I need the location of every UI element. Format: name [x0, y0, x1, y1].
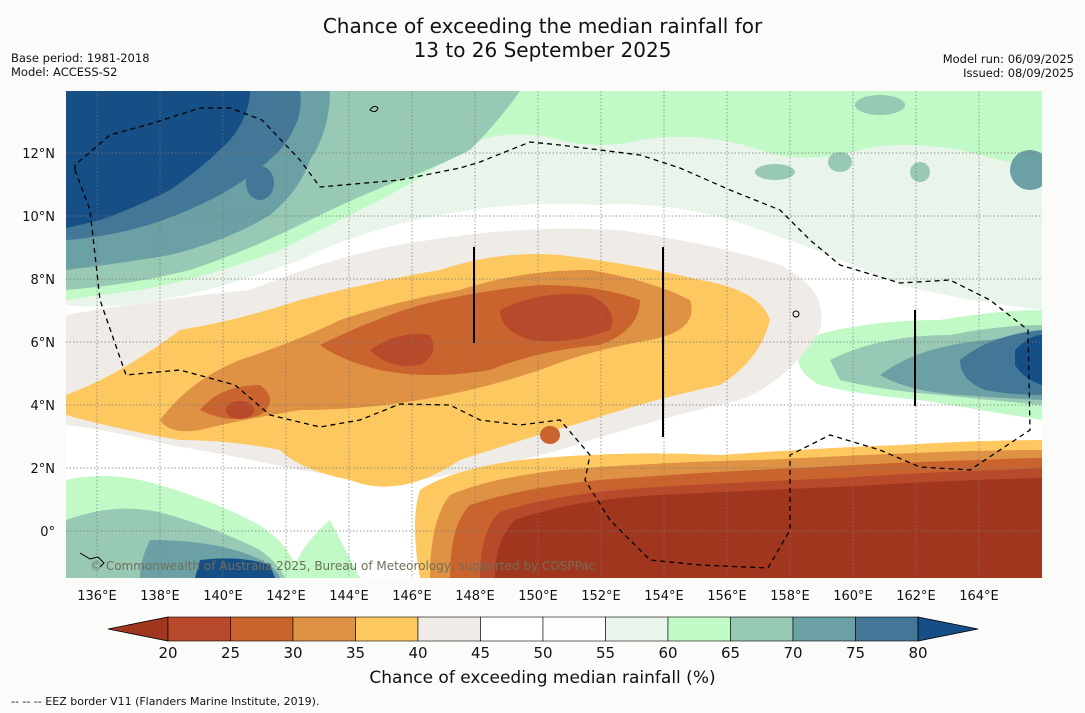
lat-label: 6°N: [31, 336, 56, 351]
legend-tick-label: 35: [346, 644, 365, 662]
lon-label: 148°E: [455, 589, 495, 604]
lon-label: 158°E: [770, 589, 810, 604]
title-line-1: Chance of exceeding the median rainfall …: [322, 14, 763, 38]
legend-tick-label: 25: [221, 644, 240, 662]
legend-tick-label: 50: [533, 644, 552, 662]
legend-swatch: [355, 616, 419, 642]
legend-swatch: [542, 616, 606, 642]
map-title: Chance of exceeding the median rainfall …: [0, 14, 1085, 62]
lat-label: 0°: [40, 525, 55, 540]
color-legend: 20 25 30 35 40 45 50 55 60 65 70 75 80: [107, 616, 979, 662]
legend-arrow-low: [107, 616, 169, 642]
legend-tick-label: 40: [408, 644, 427, 662]
lon-label: 138°E: [140, 589, 180, 604]
lat-label: 12°N: [22, 147, 55, 162]
title-line-2: 13 to 26 September 2025: [413, 38, 672, 62]
lat-label: 2°N: [31, 462, 56, 477]
lon-label: 146°E: [392, 589, 432, 604]
legend-tick-label: 65: [721, 644, 740, 662]
copyright-notice: © Commonwealth of Australia 2025, Bureau…: [90, 559, 595, 573]
longitude-labels: 136°E 138°E 140°E 142°E 144°E 146°E 148°E 150°E…: [77, 589, 999, 604]
legend-swatch: [167, 616, 231, 642]
meta-right: Model run: 06/09/2025 Issued: 08/09/2025: [943, 52, 1074, 80]
region-20-25-west-spot: [226, 401, 254, 419]
eez-footnote: -- -- -- EEZ border V11 (Flanders Marine…: [11, 695, 320, 708]
legend-tick-label: 45: [471, 644, 490, 662]
gridlines: [66, 91, 1042, 578]
legend-swatch: [480, 616, 544, 642]
model-run: Model run: 06/09/2025: [942, 52, 1074, 66]
lon-label: 140°E: [203, 589, 243, 604]
region-80-north: [66, 91, 250, 228]
region-75-north-spot: [246, 166, 274, 200]
lon-label: 160°E: [833, 589, 873, 604]
legend-tick-label: 80: [908, 644, 927, 662]
legend-title: Chance of exceeding median rainfall (%): [369, 668, 716, 688]
legend-tick-label: 60: [658, 644, 677, 662]
spot-ne-1: [855, 95, 905, 115]
spot-ne-2: [1010, 150, 1042, 190]
lat-label: 4°N: [31, 399, 56, 414]
lon-label: 142°E: [266, 589, 306, 604]
meta-left: Base period: 1981-2018 Model: ACCESS-S2: [11, 51, 150, 79]
rainfall-map: © Commonwealth of Australia 2025, Bureau…: [66, 91, 1042, 578]
legend-swatch: [667, 616, 731, 642]
legend-swatch: [292, 616, 356, 642]
lon-label: 136°E: [77, 589, 117, 604]
spot-ne-5: [910, 162, 930, 182]
legend-tick-label: 30: [283, 644, 302, 662]
lon-label: 150°E: [518, 589, 558, 604]
legend-swatch: [792, 616, 856, 642]
lon-label: 156°E: [707, 589, 747, 604]
lon-label: 144°E: [329, 589, 369, 604]
islands: [79, 105, 800, 568]
legend-swatch: [730, 616, 794, 642]
base-period: Base period: 1981-2018: [11, 51, 150, 65]
legend-tick-label: 55: [596, 644, 615, 662]
region-20-25-middle-2: [500, 294, 613, 342]
legend-swatch: [230, 616, 294, 642]
region-60-65-south: [290, 520, 360, 578]
legend-swatch: [417, 616, 481, 642]
lon-label: 162°E: [896, 589, 936, 604]
region-below-20-south: [495, 478, 1042, 578]
lat-label: 10°N: [22, 210, 55, 225]
legend-tick-label: 75: [846, 644, 865, 662]
latitude-labels: 12°N 10°N 8°N 6°N 4°N 2°N 0°: [22, 147, 55, 540]
eez-border: [74, 107, 1031, 569]
legend-arrow-high: [917, 616, 979, 642]
spot-ne-4: [828, 152, 852, 172]
lon-label: 154°E: [644, 589, 684, 604]
lon-label: 152°E: [581, 589, 621, 604]
legend-swatch: [605, 616, 669, 642]
legend-swatch: [855, 616, 919, 642]
issued-date: Issued: 08/09/2025: [963, 66, 1074, 80]
legend-tick-label: 70: [783, 644, 802, 662]
legend-tick-label: 20: [158, 644, 177, 662]
region-25-30-spot: [540, 426, 560, 444]
lon-label: 164°E: [959, 589, 999, 604]
lat-label: 8°N: [31, 273, 56, 288]
region-80-southwest: [195, 558, 275, 578]
model-name: Model: ACCESS-S2: [11, 65, 118, 79]
spot-ne-3: [755, 164, 795, 180]
